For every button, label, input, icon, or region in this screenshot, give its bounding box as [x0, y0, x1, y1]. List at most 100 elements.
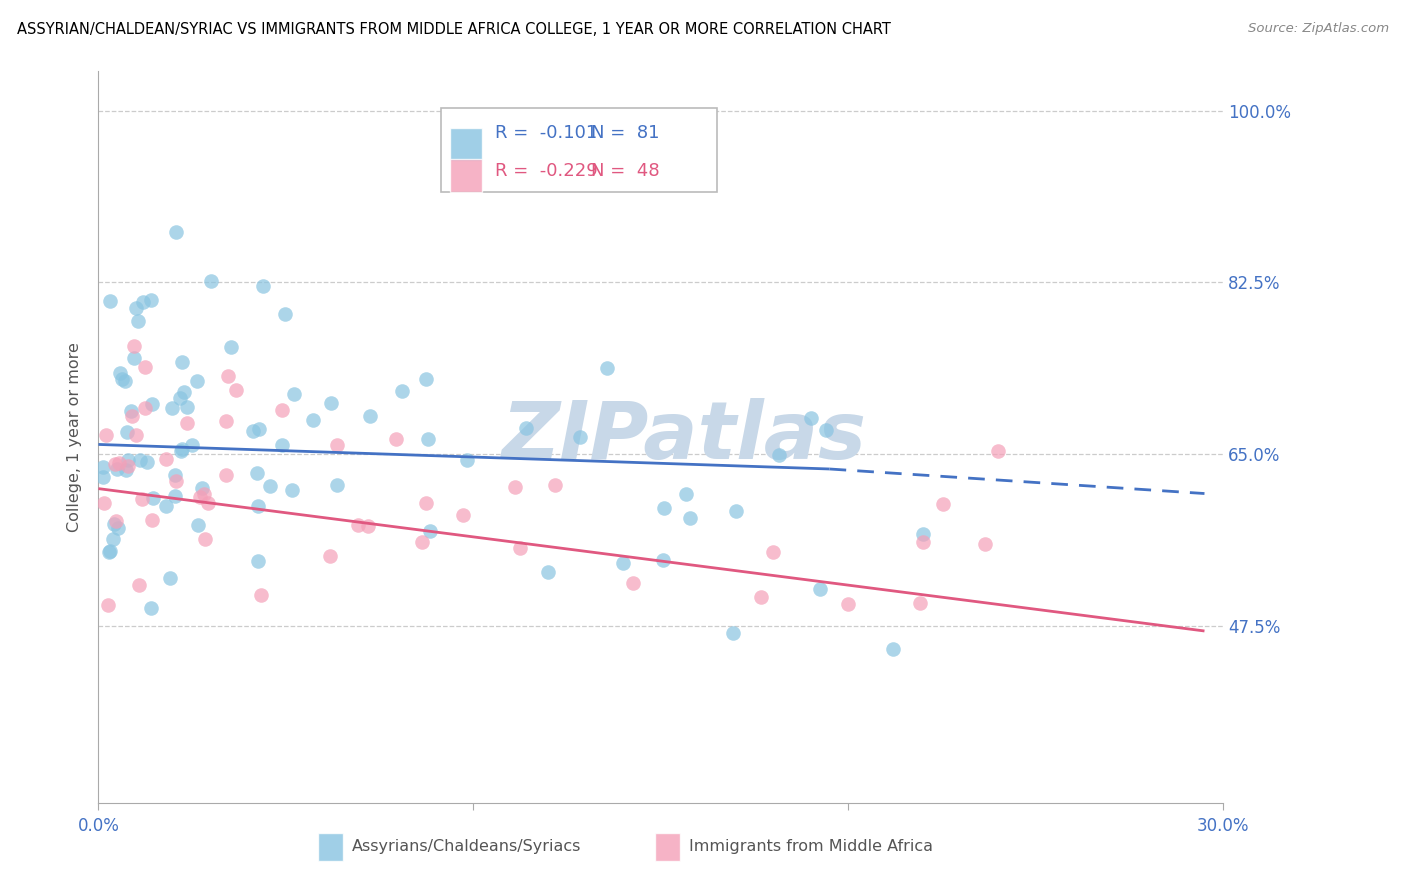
Point	[131, 491, 153, 506]
Point	[912, 535, 935, 549]
Point	[165, 468, 187, 483]
Point	[225, 383, 247, 397]
FancyBboxPatch shape	[450, 159, 482, 192]
Point	[193, 487, 215, 501]
Point	[259, 479, 281, 493]
Point	[127, 314, 149, 328]
Text: Source: ZipAtlas.com: Source: ZipAtlas.com	[1249, 22, 1389, 36]
Point	[94, 428, 117, 442]
Point	[141, 397, 163, 411]
Point	[274, 307, 297, 321]
Point	[762, 544, 785, 558]
Point	[134, 359, 156, 374]
Point	[451, 508, 474, 523]
Point	[176, 400, 198, 414]
Point	[416, 433, 439, 447]
Point	[162, 401, 184, 416]
Point	[247, 422, 270, 436]
Point	[103, 457, 125, 471]
Point	[117, 459, 139, 474]
Point	[117, 452, 139, 467]
Point	[612, 556, 634, 570]
FancyBboxPatch shape	[450, 128, 482, 161]
Point	[319, 549, 342, 563]
FancyBboxPatch shape	[655, 833, 681, 861]
Point	[882, 642, 904, 657]
Point	[814, 423, 837, 437]
Point	[115, 425, 138, 439]
Point	[749, 591, 772, 605]
Text: N =  48: N = 48	[591, 162, 659, 180]
Point	[91, 460, 114, 475]
Point	[142, 491, 165, 505]
Text: Assyrians/Chaldeans/Syriacs: Assyrians/Chaldeans/Syriacs	[352, 839, 581, 855]
Point	[111, 372, 134, 386]
Point	[155, 499, 177, 513]
Point	[302, 413, 325, 427]
Point	[283, 387, 305, 401]
Text: ASSYRIAN/CHALDEAN/SYRIAC VS IMMIGRANTS FROM MIDDLE AFRICA COLLEGE, 1 YEAR OR MOR: ASSYRIAN/CHALDEAN/SYRIAC VS IMMIGRANTS F…	[17, 22, 891, 37]
Point	[91, 469, 114, 483]
Point	[568, 430, 591, 444]
Text: ZIPatlas: ZIPatlas	[501, 398, 866, 476]
Point	[163, 489, 186, 503]
Y-axis label: College, 1 year or more: College, 1 year or more	[67, 343, 83, 532]
Point	[503, 480, 526, 494]
Point	[357, 518, 380, 533]
Point	[131, 295, 153, 310]
Point	[419, 524, 441, 538]
Point	[128, 453, 150, 467]
Point	[169, 391, 191, 405]
Point	[114, 374, 136, 388]
Point	[270, 403, 292, 417]
Point	[181, 438, 204, 452]
Point	[219, 340, 242, 354]
Point	[347, 518, 370, 533]
Point	[679, 511, 702, 525]
Point	[932, 497, 955, 511]
Point	[103, 517, 125, 532]
Point	[456, 453, 478, 467]
Text: Immigrants from Middle Africa: Immigrants from Middle Africa	[689, 839, 934, 855]
Point	[98, 294, 121, 309]
Point	[120, 404, 142, 418]
Point	[200, 275, 222, 289]
Point	[808, 582, 831, 597]
Point	[108, 456, 131, 470]
Point	[197, 496, 219, 510]
Point	[188, 490, 211, 504]
Point	[595, 360, 617, 375]
Point	[187, 517, 209, 532]
Point	[250, 588, 273, 602]
Point	[910, 596, 932, 610]
Point	[172, 442, 194, 456]
Point	[246, 466, 269, 480]
Point	[186, 374, 208, 388]
Point	[800, 411, 823, 425]
Point	[104, 514, 127, 528]
Point	[724, 504, 747, 518]
Point	[108, 366, 131, 380]
FancyBboxPatch shape	[441, 108, 717, 192]
Point	[391, 384, 413, 399]
Text: N =  81: N = 81	[591, 124, 659, 142]
Point	[623, 576, 645, 591]
Text: R =  -0.101: R = -0.101	[495, 124, 598, 142]
Point	[247, 554, 270, 568]
Point	[326, 438, 349, 452]
Point	[721, 625, 744, 640]
Point	[246, 500, 269, 514]
Point	[170, 355, 193, 369]
Point	[98, 544, 121, 558]
Point	[912, 527, 935, 541]
Point	[385, 432, 408, 446]
Point	[101, 532, 124, 546]
Point	[675, 487, 697, 501]
Point	[415, 372, 437, 386]
Point	[165, 226, 187, 240]
Point	[987, 443, 1010, 458]
Point	[141, 601, 163, 615]
Point	[537, 565, 560, 579]
Point	[122, 351, 145, 366]
Point	[170, 443, 193, 458]
